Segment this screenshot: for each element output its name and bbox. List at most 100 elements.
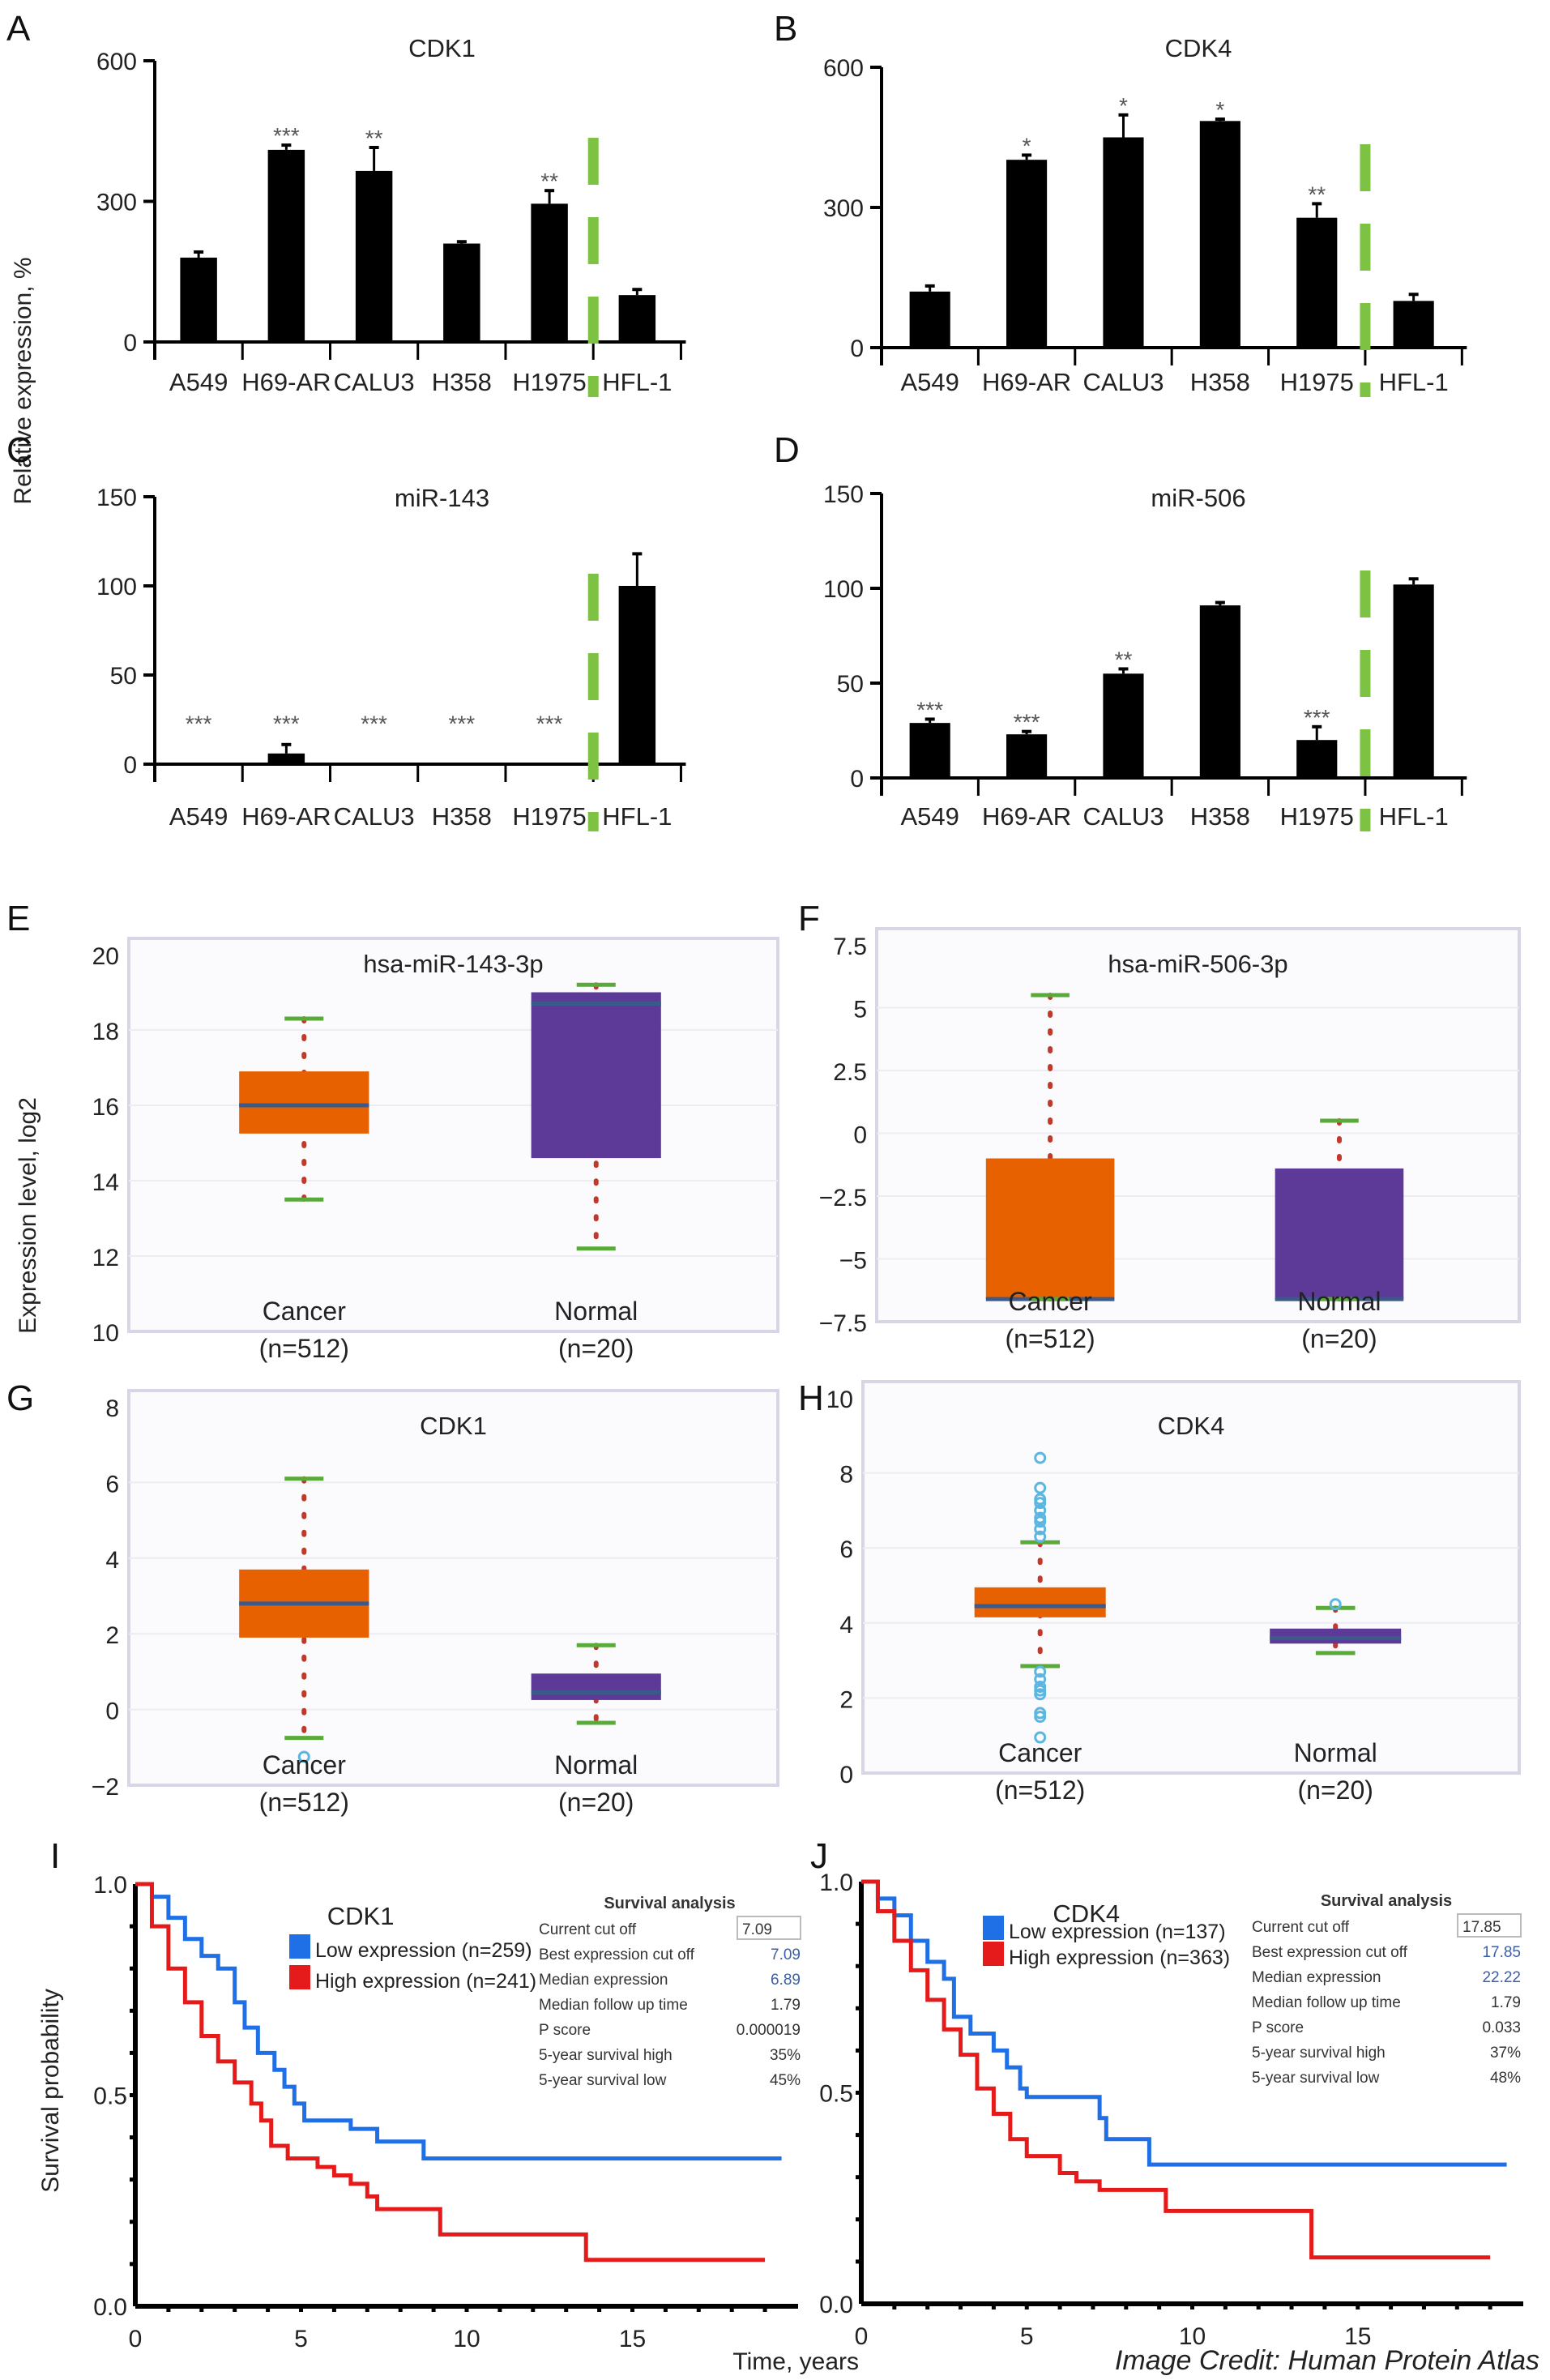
box-normal [531, 992, 661, 1159]
y-tick-label: 150 [823, 481, 864, 508]
y-tick-label: 20 [92, 943, 119, 970]
significance-marker: *** [186, 711, 212, 737]
panel-g: G −2 0 2 4 6 8 CDK1 Cancer (n=512) Normal (n=20) [6, 1378, 779, 1817]
x-tick-label: H358 [432, 368, 492, 396]
stat-label: Median expression [1252, 1969, 1381, 1986]
outlier-point [1034, 1684, 1047, 1697]
significance-marker: ** [1115, 647, 1133, 672]
group-label: Cancer [1009, 1287, 1093, 1316]
box-normal [531, 1673, 661, 1700]
significance-marker: *** [916, 697, 943, 722]
plot-frame [127, 1389, 779, 1787]
panel-b: B 0 300 600 CDK4 A549 * H69-AR * CALU3 * H358 ** H197… [774, 9, 1467, 397]
stat-label: Median follow up time [539, 1997, 688, 2014]
bar [531, 203, 568, 342]
group-label: Normal [554, 1750, 638, 1780]
plot-frame [861, 1380, 1521, 1775]
x-tick-label: HFL-1 [602, 802, 672, 831]
bar [1296, 217, 1338, 348]
chart-title: CDK4 [1053, 1899, 1120, 1928]
x-tick-label: H69-AR [982, 368, 1071, 396]
bar [180, 763, 217, 764]
y-tick-label: 300 [823, 195, 864, 222]
y-tick-label: 16 [92, 1094, 119, 1121]
y-tick-label: 0 [105, 1698, 119, 1725]
bar [1103, 137, 1144, 348]
x-tick-label: A549 [900, 802, 959, 831]
x-tick-label: H69-AR [241, 368, 331, 396]
y-tick-label: 0.5 [93, 2083, 127, 2110]
significance-marker: *** [1304, 705, 1330, 730]
y-tick-label: 8 [839, 1462, 853, 1489]
legend-label: High expression (n=363) [1009, 1946, 1230, 1969]
bar [267, 149, 305, 342]
y-tick-label: 8 [105, 1395, 119, 1422]
stat-label: 5-year survival low [1252, 2070, 1380, 2087]
x-tick-label: A549 [169, 368, 228, 396]
x-tick-label: CALU3 [1083, 368, 1164, 396]
stat-value: 6.89 [771, 1972, 801, 1989]
significance-marker: *** [361, 711, 387, 737]
x-tick-label: HFL-1 [1379, 368, 1449, 396]
x-tick-label: H358 [1190, 802, 1250, 831]
box-cancer [985, 1158, 1115, 1300]
y-tick-label: 100 [96, 574, 137, 600]
stat-value: 1.79 [771, 1997, 801, 2014]
y-tick-label: 50 [837, 671, 864, 698]
outlier-point [1034, 1497, 1047, 1510]
panel-i: I 0 5 10 15 0.0 0.5 1.0 CDK1 Low expression (n=25… [50, 1836, 801, 2352]
y-tick-label: −2.5 [819, 1185, 867, 1211]
x-tick-label: H1975 [512, 368, 586, 396]
bar [618, 295, 656, 342]
survival-y-axis-label: Survival probability [37, 1989, 64, 2193]
y-tick-label: 12 [92, 1245, 119, 1271]
bar [1393, 301, 1434, 348]
legend-label: Low expression (n=259) [315, 1939, 532, 1962]
chart-title: CDK4 [1165, 34, 1232, 62]
outlier-point [1034, 1665, 1047, 1678]
y-tick-label: 1.0 [819, 1869, 853, 1896]
outlier-point [1034, 1511, 1047, 1524]
group-n-label: (n=512) [995, 1775, 1085, 1805]
panel-letter: A [6, 9, 31, 49]
outlier-point [1034, 1481, 1047, 1494]
legend-swatch [289, 1965, 310, 1989]
stat-value: 1.79 [1491, 1994, 1521, 2011]
bar [531, 763, 568, 764]
panel-letter: H [798, 1378, 824, 1418]
y-tick-label: 0.0 [93, 2294, 127, 2321]
bar [909, 723, 950, 778]
x-tick-label: CALU3 [334, 368, 415, 396]
stat-label: Current cut off [539, 1921, 637, 1938]
x-tick-label: 5 [1020, 2323, 1034, 2350]
outlier-point [1034, 1530, 1047, 1543]
bar [618, 586, 656, 764]
panel-letter: F [798, 899, 820, 938]
x-tick-label: H1975 [1280, 368, 1354, 396]
significance-marker: *** [1014, 710, 1040, 735]
panel-letter: E [6, 899, 30, 938]
bar [909, 291, 950, 348]
stat-value: 37% [1490, 2045, 1521, 2062]
outlier-point [1034, 1504, 1047, 1517]
stat-value: 7.09 [742, 1921, 772, 1938]
panel-e: E 10 12 14 16 18 20 hsa-miR-143-3p Cancer (n=512)… [6, 899, 779, 1363]
y-tick-label: 1.0 [93, 1872, 127, 1899]
y-tick-label: 0.0 [819, 2292, 853, 2318]
outlier-point [1034, 1451, 1047, 1464]
outlier-point [1034, 1707, 1047, 1720]
outlier-point [1034, 1711, 1047, 1724]
x-tick-label: CALU3 [334, 802, 415, 831]
y-tick-label: 100 [823, 576, 864, 603]
y-tick-label: 4 [105, 1547, 119, 1574]
bar [443, 243, 480, 342]
x-tick-label: A549 [900, 368, 959, 396]
significance-marker: * [1119, 93, 1128, 118]
stat-value: 45% [770, 2072, 801, 2089]
significance-marker: ** [1308, 182, 1326, 207]
y-tick-label: 7.5 [833, 934, 867, 960]
stat-label: P score [1252, 2019, 1304, 2036]
group-label: Cancer [263, 1750, 347, 1780]
panel-letter: D [774, 430, 800, 470]
stat-value: 48% [1490, 2070, 1521, 2087]
